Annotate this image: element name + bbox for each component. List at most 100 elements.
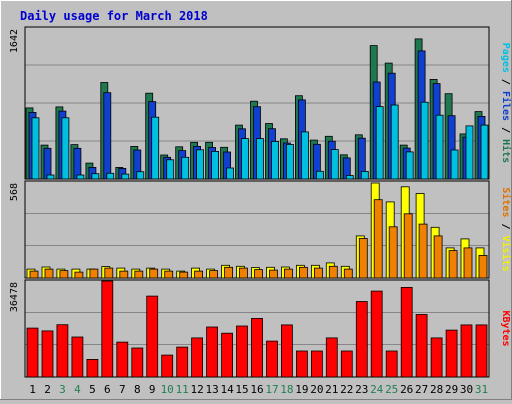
bar-pages bbox=[345, 175, 354, 180]
bar-pages bbox=[106, 172, 115, 180]
bar-kbytes bbox=[26, 327, 39, 378]
bar-sites bbox=[44, 268, 54, 279]
bar-kbytes bbox=[415, 314, 428, 378]
legend-entry: Visits bbox=[500, 236, 512, 272]
bar-kbytes bbox=[266, 340, 278, 378]
bar-sites bbox=[59, 270, 69, 279]
bar-kbytes bbox=[56, 324, 69, 378]
bar-pages bbox=[450, 149, 459, 180]
bar-pages bbox=[31, 117, 40, 180]
panel-middle: 568 Sites / Visits bbox=[9, 180, 512, 279]
bar-sites bbox=[418, 223, 428, 279]
bar-sites bbox=[463, 247, 473, 279]
x-tick-label: 23 bbox=[355, 383, 368, 396]
bar-pages bbox=[315, 170, 324, 180]
bar-sites bbox=[388, 226, 398, 279]
bar-kbytes bbox=[460, 324, 473, 378]
bar-sites bbox=[74, 271, 84, 279]
chart-panels: 1642 Pages / Files / Hits 568 Sites / Visit… bbox=[9, 26, 512, 378]
x-tick-label: 31 bbox=[475, 383, 488, 396]
y-max-label: 1642 bbox=[9, 29, 20, 53]
bar-pages bbox=[76, 174, 85, 180]
bar-kbytes bbox=[176, 346, 189, 378]
bar-sites bbox=[283, 268, 293, 279]
legend-entry: Files bbox=[500, 91, 512, 121]
bar-sites bbox=[164, 270, 174, 279]
bar-kbytes bbox=[475, 324, 488, 378]
x-tick-label: 13 bbox=[205, 383, 218, 396]
legend-entry: Pages bbox=[500, 43, 511, 73]
bar-pages bbox=[420, 101, 429, 180]
x-tick-label: 11 bbox=[176, 383, 189, 396]
x-tick-label: 10 bbox=[161, 383, 174, 396]
x-tick-label: 28 bbox=[430, 383, 443, 396]
bar-kbytes bbox=[41, 330, 54, 378]
bar-sites bbox=[254, 269, 263, 279]
bar-sites bbox=[478, 254, 488, 279]
legend-entry: / bbox=[500, 73, 511, 91]
bar-sites bbox=[298, 266, 308, 279]
chart-title: Daily usage for March 2018 bbox=[20, 9, 208, 23]
bar-sites bbox=[343, 268, 353, 279]
bar-sites bbox=[149, 268, 159, 279]
bar-kbytes bbox=[310, 350, 323, 378]
y-max-label: 568 bbox=[9, 183, 20, 201]
bar-pages bbox=[136, 171, 145, 180]
bar-pages bbox=[121, 173, 130, 180]
bar-sites bbox=[134, 270, 144, 279]
bar-sites bbox=[119, 270, 129, 279]
x-tick-label: 27 bbox=[415, 383, 428, 396]
bar-sites bbox=[358, 238, 368, 279]
bar-files bbox=[103, 92, 112, 180]
legend-middle: Sites / Visits bbox=[500, 187, 512, 271]
bar-pages bbox=[330, 149, 339, 180]
x-tick-label: 3 bbox=[59, 383, 66, 396]
bar-pages bbox=[166, 159, 175, 180]
bar-kbytes bbox=[400, 286, 413, 378]
bar-sites bbox=[209, 270, 219, 279]
x-tick-label: 29 bbox=[445, 383, 458, 396]
bar-kbytes bbox=[206, 326, 219, 378]
bar-sites bbox=[224, 266, 234, 279]
bar-files bbox=[73, 147, 82, 180]
bar-kbytes bbox=[355, 301, 368, 378]
bar-pages bbox=[285, 143, 294, 180]
bar-pages bbox=[91, 173, 100, 180]
x-tick-label: 25 bbox=[385, 383, 398, 396]
x-tick-label: 20 bbox=[310, 383, 323, 396]
y-max-label: 36478 bbox=[9, 282, 20, 312]
bar-kbytes bbox=[280, 324, 293, 378]
bar-kbytes bbox=[370, 290, 383, 378]
x-tick-label: 22 bbox=[340, 383, 353, 396]
x-tick-label: 15 bbox=[235, 383, 248, 396]
bar-sites bbox=[29, 270, 39, 279]
bar-pages bbox=[241, 138, 249, 180]
x-tick-label: 21 bbox=[325, 383, 338, 396]
bar-sites bbox=[433, 235, 443, 279]
bar-pages bbox=[300, 131, 309, 180]
bar-sites bbox=[269, 269, 278, 279]
legend-entry: Hits bbox=[500, 139, 512, 163]
legend-entry: / bbox=[500, 217, 511, 235]
x-tick-label: 8 bbox=[134, 383, 141, 396]
bar-pages bbox=[181, 156, 190, 180]
bar-pages bbox=[465, 125, 474, 180]
bar-sites bbox=[403, 213, 413, 279]
x-tick-label: 14 bbox=[220, 383, 234, 396]
bar-pages bbox=[256, 138, 264, 180]
x-tick-label: 30 bbox=[460, 383, 473, 396]
bar-sites bbox=[89, 268, 99, 279]
legend-entry: / bbox=[500, 121, 511, 139]
bar-pages bbox=[375, 106, 384, 180]
bar-kbytes bbox=[86, 358, 99, 378]
bar-sites bbox=[448, 250, 458, 279]
bar-pages bbox=[405, 151, 414, 180]
x-tick-label: 24 bbox=[370, 383, 384, 396]
bar-pages bbox=[271, 141, 279, 180]
x-tick-label: 26 bbox=[400, 383, 413, 396]
x-tick-label: 18 bbox=[280, 383, 293, 396]
bar-pages bbox=[390, 104, 399, 180]
legend-entry: Sites bbox=[500, 187, 512, 217]
